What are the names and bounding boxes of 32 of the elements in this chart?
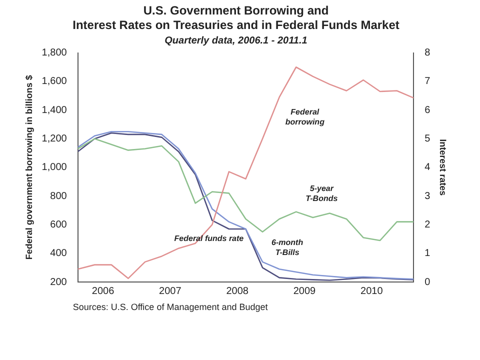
y-axis-title: Federal government borrowing in billions $ — [24, 75, 34, 260]
x-tick-label: 2010 — [360, 286, 384, 297]
y2-tick-label: 7 — [424, 76, 431, 88]
series-label: 6-month T-Bills — [272, 238, 304, 258]
series-label: 5-year T-Bonds — [306, 184, 338, 204]
series-label: Federal funds rate — [174, 234, 244, 243]
y2-tick-label: 1 — [424, 248, 431, 260]
y2-tick-label: 3 — [424, 190, 431, 202]
source-note: Sources: U.S. Office of Management and Budget — [72, 302, 268, 312]
x-tick-label: 2009 — [293, 286, 316, 297]
x-tick-label: 2006 — [92, 286, 115, 297]
y-tick-label: 800 — [50, 190, 68, 202]
y-tick-label: 200 — [50, 276, 68, 288]
y-tick-label: 1,000 — [42, 162, 68, 174]
y2-axis-title: Interest rates — [438, 139, 448, 196]
chart-title: U.S. Government Borrowing and Interest Rates on Treasuries and in Federal Funds Market — [72, 4, 400, 32]
y-tick-label: 1,800 — [42, 48, 68, 59]
y2-tick-label: 6 — [424, 104, 431, 116]
y-tick-label: 400 — [50, 248, 68, 260]
y-tick-label: 1,200 — [42, 134, 68, 144]
y-tick-label: 600 — [50, 219, 68, 230]
y2-tick-label: 4 — [424, 162, 431, 174]
series-label: Federal borrowing — [285, 107, 325, 126]
y-tick-label: 1,400 — [42, 104, 68, 116]
y2-tick-label: 0 — [424, 276, 431, 288]
x-tick-label: 2008 — [226, 286, 249, 297]
chart-subtitle: Quarterly data, 2006.1 - 2011.1 — [164, 36, 308, 47]
y-tick-label: 1,600 — [42, 76, 68, 88]
y2-tick-label: 5 — [424, 134, 431, 144]
y2-tick-label: 2 — [424, 219, 431, 230]
y2-tick-label: 8 — [424, 48, 431, 59]
x-tick-label: 2007 — [159, 286, 182, 297]
